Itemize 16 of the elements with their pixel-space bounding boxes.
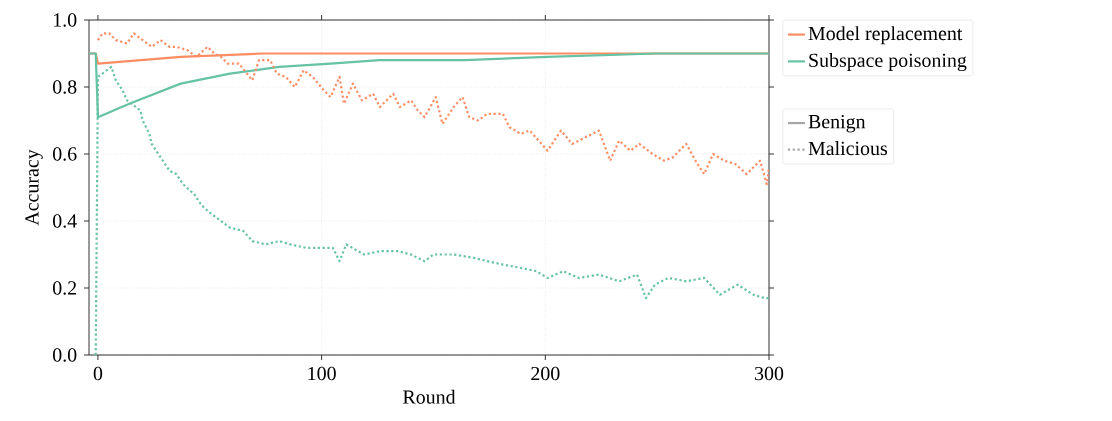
y-tick-label: 0.6 (53, 147, 77, 161)
legend-label: Model replacement (808, 26, 963, 45)
y-axis-title: Accuracy (25, 149, 43, 226)
x-axis-title: Round (403, 389, 456, 404)
y-tick-label: 0.8 (53, 80, 77, 94)
x-tick-label: 100 (308, 366, 336, 381)
text: Benign (808, 114, 866, 133)
x-tick-label: 0 (93, 366, 103, 381)
x-tick-label: 300 (755, 366, 784, 381)
y-tick-label: 0.2 (53, 281, 77, 295)
y-tick-label: 1.0 (54, 13, 77, 27)
text: Malicious (808, 141, 887, 156)
x-tick-label: 200 (531, 366, 560, 381)
y-tick-label: 0.4 (53, 214, 77, 228)
legend-label: Subspace poisoning (809, 52, 967, 72)
y-tick-label: 0.0 (53, 348, 77, 362)
